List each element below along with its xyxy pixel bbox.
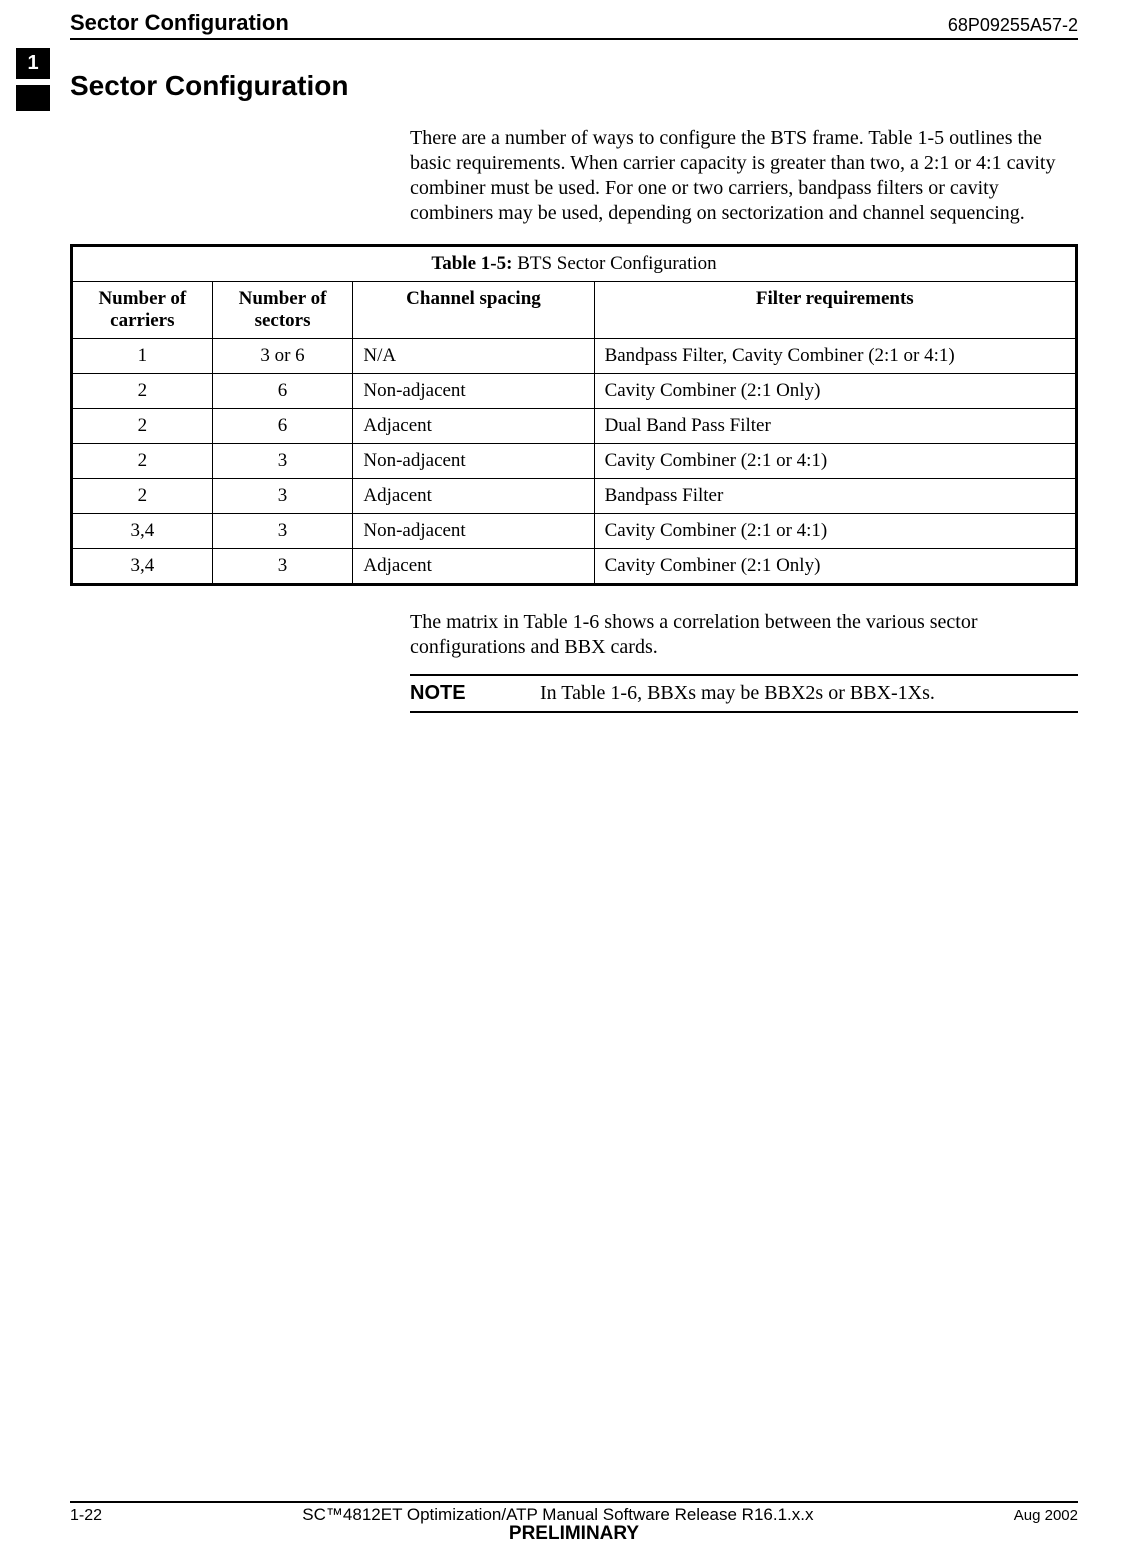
cell-spacing: N/A — [353, 339, 594, 374]
cell-filter: Cavity Combiner (2:1 or 4:1) — [594, 514, 1076, 549]
cell-spacing: Adjacent — [353, 549, 594, 585]
cell-sectors: 3 — [212, 549, 353, 585]
note-label: NOTE — [410, 682, 540, 705]
cell-filter: Dual Band Pass Filter — [594, 409, 1076, 444]
cell-spacing: Non-adjacent — [353, 444, 594, 479]
chapter-number: 1 — [16, 48, 50, 79]
table-row: 2 6 Non-adjacent Cavity Combiner (2:1 On… — [72, 374, 1077, 409]
cell-carriers: 2 — [72, 374, 213, 409]
cell-carriers: 2 — [72, 409, 213, 444]
cell-carriers: 3,4 — [72, 514, 213, 549]
note-text: In Table 1-6, BBXs may be BBX2s or BBX-1… — [540, 682, 1078, 705]
cell-sectors: 3 or 6 — [212, 339, 353, 374]
col-header-spacing: Channel spacing — [353, 282, 594, 339]
cell-filter: Bandpass Filter, Cavity Combiner (2:1 or… — [594, 339, 1076, 374]
cell-carriers: 2 — [72, 444, 213, 479]
chapter-tab-block — [16, 85, 50, 111]
cell-filter: Bandpass Filter — [594, 479, 1076, 514]
table-header-row: Number of carriers Number of sectors Cha… — [72, 282, 1077, 339]
cell-filter: Cavity Combiner (2:1 Only) — [594, 549, 1076, 585]
footer-page-number: 1-22 — [70, 1507, 102, 1525]
table-row: 1 3 or 6 N/A Bandpass Filter, Cavity Com… — [72, 339, 1077, 374]
table-caption-label: Table 1-5: — [431, 253, 512, 274]
col-header-sectors: Number of sectors — [212, 282, 353, 339]
cell-sectors: 3 — [212, 514, 353, 549]
cell-spacing: Adjacent — [353, 409, 594, 444]
table-row: 2 3 Adjacent Bandpass Filter — [72, 479, 1077, 514]
footer-line: 1-22 SC™4812ET Optimization/ATP Manual S… — [70, 1501, 1078, 1525]
cell-carriers: 1 — [72, 339, 213, 374]
table-row: 3,4 3 Adjacent Cavity Combiner (2:1 Only… — [72, 549, 1077, 585]
table-row: 2 3 Non-adjacent Cavity Combiner (2:1 or… — [72, 444, 1077, 479]
running-header: Sector Configuration 68P09255A57-2 — [70, 10, 1078, 40]
header-doc-number: 68P09255A57-2 — [948, 15, 1078, 36]
cell-filter: Cavity Combiner (2:1 or 4:1) — [594, 444, 1076, 479]
table-caption-row: Table 1-5: BTS Sector Configuration — [72, 246, 1077, 282]
cell-filter: Cavity Combiner (2:1 Only) — [594, 374, 1076, 409]
cell-sectors: 6 — [212, 374, 353, 409]
cell-sectors: 6 — [212, 409, 353, 444]
note-box: NOTE In Table 1-6, BBXs may be BBX2s or … — [410, 674, 1078, 713]
cell-spacing: Non-adjacent — [353, 374, 594, 409]
cell-carriers: 2 — [72, 479, 213, 514]
cell-sectors: 3 — [212, 444, 353, 479]
cell-spacing: Non-adjacent — [353, 514, 594, 549]
table-caption-text: BTS Sector Configuration — [512, 253, 716, 274]
page: 1 Sector Configuration 68P09255A57-2 Sec… — [0, 0, 1148, 1563]
chapter-tab: 1 — [16, 48, 50, 111]
header-title: Sector Configuration — [70, 10, 289, 36]
cell-spacing: Adjacent — [353, 479, 594, 514]
footer-preliminary: PRELIMINARY — [70, 1523, 1078, 1545]
table-caption: Table 1-5: BTS Sector Configuration — [72, 246, 1077, 282]
post-paragraph: The matrix in Table 1-6 shows a correlat… — [410, 610, 1078, 660]
sector-config-table: Table 1-5: BTS Sector Configuration Numb… — [70, 244, 1078, 586]
page-footer: 1-22 SC™4812ET Optimization/ATP Manual S… — [70, 1501, 1078, 1545]
cell-sectors: 3 — [212, 479, 353, 514]
footer-date: Aug 2002 — [1014, 1507, 1078, 1524]
cell-carriers: 3,4 — [72, 549, 213, 585]
table-row: 3,4 3 Non-adjacent Cavity Combiner (2:1 … — [72, 514, 1077, 549]
section-title: Sector Configuration — [70, 70, 1078, 102]
intro-paragraph: There are a number of ways to configure … — [410, 126, 1078, 226]
col-header-carriers: Number of carriers — [72, 282, 213, 339]
footer-center-text: SC™4812ET Optimization/ATP Manual Softwa… — [102, 1505, 1014, 1525]
col-header-filter: Filter requirements — [594, 282, 1076, 339]
table-row: 2 6 Adjacent Dual Band Pass Filter — [72, 409, 1077, 444]
